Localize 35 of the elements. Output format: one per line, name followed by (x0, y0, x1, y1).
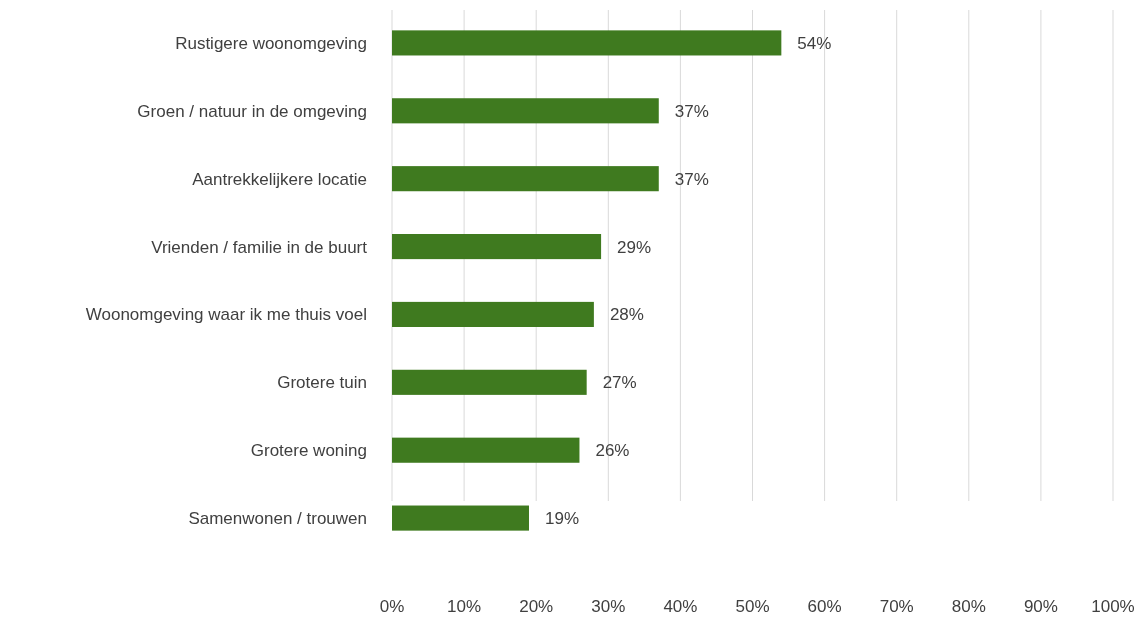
data-label: 54% (797, 33, 832, 53)
y-tick-label: Vrienden / familie in de buurt (151, 237, 368, 257)
bar (392, 437, 580, 463)
x-tick-label: 100% (1091, 597, 1135, 616)
bar (392, 505, 529, 531)
bar (392, 369, 587, 395)
y-tick-label: Groen / natuur in de omgeving (137, 101, 367, 121)
x-tick-label: 90% (1023, 597, 1058, 616)
bar (392, 30, 782, 56)
x-tick-label: 0% (379, 597, 405, 616)
y-tick-label: Rustigere woonomgeving (175, 33, 367, 53)
y-tick-label: Woonomgeving waar ik me thuis voel (85, 305, 367, 325)
bar (392, 301, 594, 327)
data-label: 26% (595, 441, 630, 461)
x-tick-label: 10% (447, 597, 482, 616)
x-tick-label: 60% (807, 597, 842, 616)
data-label: 37% (674, 169, 709, 189)
data-label: 28% (609, 305, 644, 325)
x-tick-label: 40% (663, 597, 698, 616)
y-tick-label: Grotere woning (250, 441, 367, 461)
x-tick-label: 30% (591, 597, 626, 616)
x-tick-label: 50% (735, 597, 770, 616)
bar (392, 166, 659, 192)
y-tick-label: Aantrekkelijkere locatie (192, 169, 367, 189)
x-tick-label: 80% (951, 597, 986, 616)
data-label: 27% (602, 373, 637, 393)
data-label: 37% (674, 101, 709, 121)
bar (392, 98, 659, 124)
y-tick-label: Samenwonen / trouwen (188, 509, 367, 529)
x-tick-label: 70% (879, 597, 914, 616)
x-tick-label: 20% (519, 597, 554, 616)
data-label: 29% (617, 237, 652, 257)
data-label: 19% (544, 509, 580, 529)
y-tick-label: Grotere tuin (277, 373, 367, 393)
bar (392, 234, 602, 260)
